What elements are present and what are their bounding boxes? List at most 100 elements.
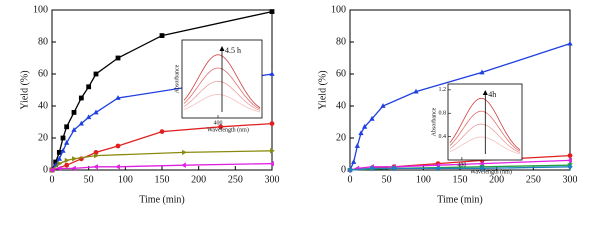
data-point (57, 160, 63, 167)
y-tick-label: 60 (336, 68, 346, 79)
data-point (71, 110, 77, 115)
inset-x-tick-label: 400 (457, 162, 466, 168)
data-point (270, 148, 275, 154)
x-tick-label: 0 (50, 174, 55, 185)
data-point (64, 157, 70, 164)
data-point (269, 9, 275, 14)
data-point (71, 127, 77, 132)
data-point (435, 165, 441, 172)
data-point (567, 153, 573, 159)
data-point (93, 71, 99, 77)
data-point (269, 121, 275, 126)
x-tick-label: 100 (118, 174, 133, 185)
x-tick-label: 250 (526, 174, 541, 185)
data-point (60, 135, 66, 141)
data-point (479, 165, 485, 172)
x-tick-label: 150 (453, 174, 468, 185)
inset-y-tick-label: 0.4 (439, 134, 447, 140)
data-point (358, 130, 364, 136)
x-axis-label: Time (min) (437, 194, 482, 205)
data-point (93, 164, 98, 170)
inset-y-tick-label: 1.2 (439, 87, 447, 93)
data-point (479, 69, 485, 75)
data-point (86, 114, 92, 120)
data-point (567, 157, 572, 164)
data-point (64, 124, 70, 130)
data-point (56, 165, 62, 172)
x-tick-label: 300 (563, 174, 578, 185)
data-point (115, 55, 121, 61)
y-axis-label: Yield (%) (317, 70, 328, 109)
data-point (159, 33, 165, 38)
inset: 400 0.4 0.8 1.2 Wavelength (nm) Absorbance 4h (431, 83, 523, 175)
y-tick-label: 20 (38, 132, 48, 143)
data-point (56, 155, 62, 161)
data-point (64, 139, 70, 145)
series-line (349, 42, 571, 171)
y-tick-label: 100 (331, 4, 346, 15)
panel: 0 50 100 150 200 250 300 0 20 40 60 80 100 Time (min)… (317, 4, 577, 205)
data-point (115, 95, 121, 100)
data-point (380, 103, 386, 108)
x-tick-label: 50 (382, 174, 392, 185)
data-point (71, 165, 76, 172)
inset-x-label: Wavelength (nm) (207, 126, 249, 133)
data-point (86, 84, 92, 90)
x-tick-label: 200 (489, 174, 504, 185)
data-point (269, 71, 275, 76)
y-tick-label: 40 (336, 100, 346, 111)
data-point (159, 129, 165, 135)
data-point (49, 167, 54, 173)
data-point (351, 159, 357, 164)
data-point (94, 152, 99, 159)
inset-y-tick-label: 0.8 (439, 111, 447, 117)
data-point (391, 165, 397, 172)
y-tick-label: 40 (38, 100, 48, 111)
inset-annotation: 4h (488, 90, 496, 99)
data-point (567, 40, 573, 46)
data-point (115, 143, 121, 149)
data-point (369, 165, 375, 172)
data-point (93, 109, 99, 115)
x-tick-label: 250 (228, 174, 243, 185)
inset-y-label: Absorbance (431, 107, 437, 136)
data-point (347, 166, 353, 174)
data-point (413, 88, 419, 94)
y-tick-label: 80 (38, 36, 48, 47)
series-line (349, 166, 571, 171)
y-tick-label: 100 (33, 4, 48, 15)
data-point (115, 164, 120, 170)
data-point (60, 147, 66, 153)
data-point (218, 124, 224, 130)
y-tick-label: 80 (336, 36, 346, 47)
x-tick-label: 50 (84, 174, 94, 185)
y-axis-label: Yield (%) (19, 70, 30, 109)
data-point (72, 156, 77, 162)
inset-arrowhead (219, 46, 225, 51)
data-point (78, 95, 84, 101)
x-axis-label: Time (min) (139, 194, 184, 205)
y-tick-label: 60 (38, 68, 48, 79)
data-point (56, 150, 62, 155)
inset-x-label: Wavelength (nm) (470, 168, 512, 175)
y-tick-label: 20 (336, 132, 346, 143)
x-tick-label: 150 (155, 174, 170, 185)
x-tick-label: 100 (416, 174, 431, 185)
x-tick-label: 0 (348, 174, 353, 185)
inset-arrowhead (482, 90, 488, 95)
data-point (567, 163, 573, 170)
panel: 0 50 100 150 200 250 300 0 20 40 60 80 100 Time (min)… (19, 4, 279, 205)
data-point (181, 162, 186, 168)
inset-annotation: 4.5 h (225, 46, 241, 55)
data-point (78, 120, 84, 126)
data-point (182, 149, 187, 156)
x-tick-label: 300 (265, 174, 280, 185)
y-tick-label: 0 (43, 164, 48, 175)
y-tick-label: 0 (341, 164, 346, 175)
data-point (362, 123, 368, 129)
data-point (369, 115, 375, 121)
data-point (53, 159, 59, 165)
data-point (269, 160, 274, 167)
inset-y-label: Absorbance (174, 64, 180, 93)
